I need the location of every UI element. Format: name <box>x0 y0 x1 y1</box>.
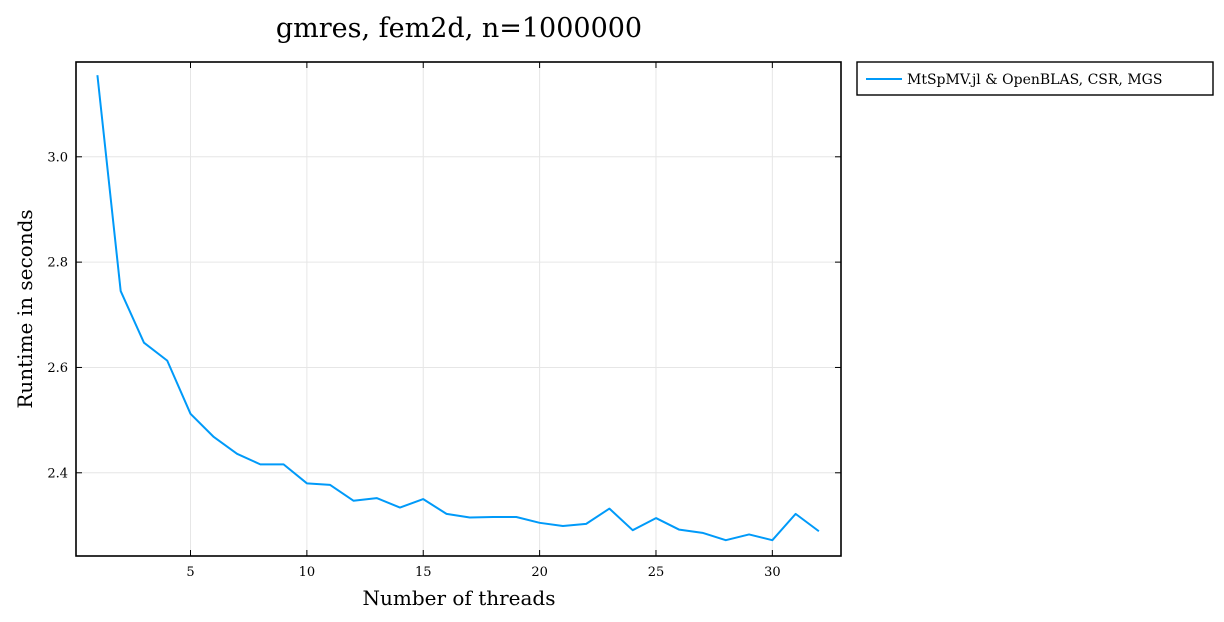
x-tick-label: 25 <box>648 565 665 580</box>
plot-area-frame <box>75 61 842 557</box>
x-tick-label: 10 <box>299 565 316 580</box>
y-axis-label: Runtime in seconds <box>13 209 37 408</box>
legend-box <box>856 61 1214 96</box>
axis-ticks: 5 10 15 20 25 30 2.4 2.6 2.8 3.0 <box>47 62 841 580</box>
x-tick-label: 30 <box>764 565 781 580</box>
x-tick-label: 5 <box>186 565 194 580</box>
series-line <box>96 75 820 542</box>
chart-title: gmres, fem2d, n=1000000 <box>276 13 642 44</box>
x-axis-label: Number of threads <box>362 586 555 610</box>
legend-label: MtSpMV.jl & OpenBLAS, CSR, MGS <box>907 72 1162 88</box>
legend: MtSpMV.jl & OpenBLAS, CSR, MGS <box>856 61 1214 96</box>
series-layer <box>96 75 820 542</box>
x-tick-label: 15 <box>415 565 432 580</box>
y-tick-label: 2.6 <box>47 361 68 376</box>
y-tick-label: 2.4 <box>47 466 68 481</box>
grid-lines <box>76 62 841 556</box>
y-tick-label: 3.0 <box>47 150 68 165</box>
y-tick-label: 2.8 <box>47 256 68 271</box>
x-tick-label: 20 <box>531 565 548 580</box>
